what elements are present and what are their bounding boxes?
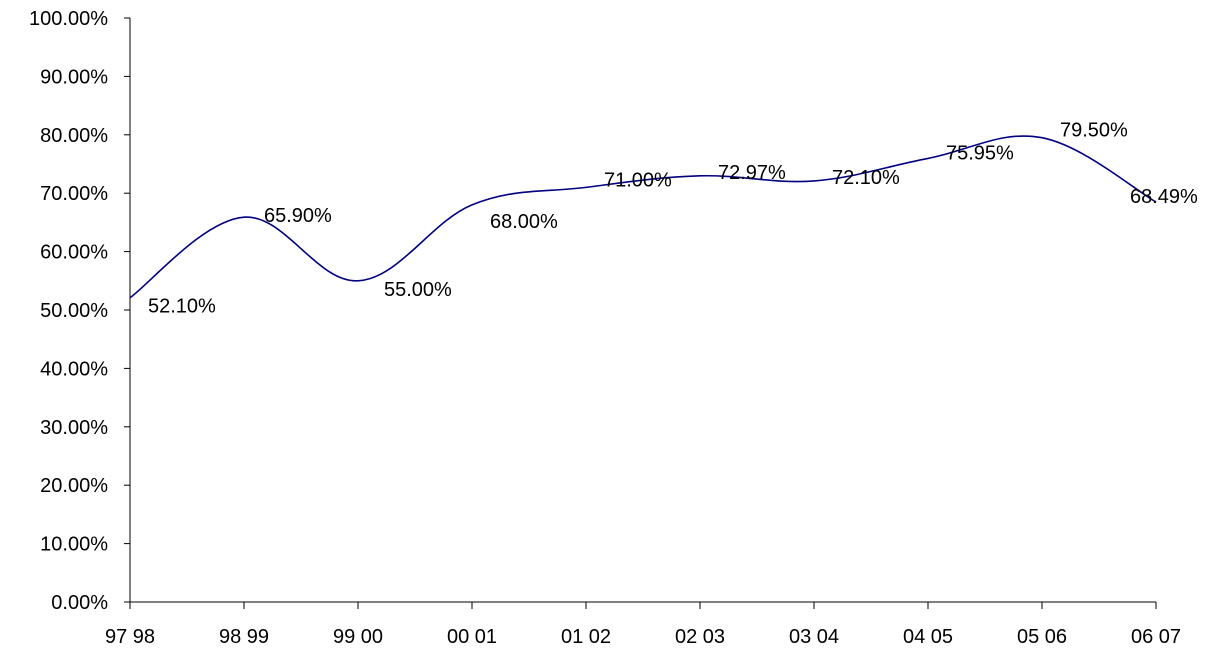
y-tick-label: 100.00%	[29, 8, 108, 30]
y-tick-label: 50.00%	[40, 300, 108, 322]
data-label: 72.10%	[832, 167, 900, 189]
data-label: 71.00%	[604, 169, 672, 191]
y-tick-label: 60.00%	[40, 242, 108, 264]
x-axis: 97 98 98 99 99 00 00 01 01 02 02 03 03 04 04 05…	[105, 601, 1181, 648]
data-label: 75.95%	[946, 142, 1014, 164]
y-tick-label: 0.00%	[51, 592, 108, 614]
data-label: 68.49%	[1130, 186, 1198, 208]
data-label: 68.00%	[490, 211, 558, 233]
plot-area: 52.10% 65.90% 55.00% 68.00% 71.00% 72.97% 72.1…	[129, 120, 1198, 318]
x-tick-label: 99 00	[333, 626, 383, 648]
data-label: 65.90%	[264, 205, 332, 227]
data-label: 79.50%	[1060, 120, 1128, 142]
y-tick-label: 10.00%	[40, 534, 108, 556]
y-ticks: 0.00% 10.00% 20.00% 30.00% 40.00% 50.00% 60.00…	[29, 8, 130, 614]
y-axis: 0.00% 10.00% 20.00% 30.00% 40.00% 50.00% 60.00…	[29, 8, 131, 614]
x-tick-label: 02 03	[675, 626, 725, 648]
series-line	[129, 135, 1157, 299]
data-label: 52.10%	[148, 296, 216, 318]
y-tick-label: 80.00%	[40, 125, 108, 147]
x-tick-label: 06 07	[1131, 626, 1181, 648]
x-ticks: 97 98 98 99 99 00 00 01 01 02 02 03 03 04 04 05…	[105, 602, 1181, 648]
data-label: 72.97%	[718, 162, 786, 184]
data-label: 55.00%	[384, 279, 452, 301]
x-tick-label: 97 98	[105, 626, 155, 648]
x-tick-label: 98 99	[219, 626, 269, 648]
x-tick-label: 04 05	[903, 626, 953, 648]
x-tick-label: 03 04	[789, 626, 839, 648]
y-tick-label: 90.00%	[40, 66, 108, 88]
x-tick-label: 05 06	[1017, 626, 1067, 648]
x-tick-label: 00 01	[447, 626, 497, 648]
y-tick-label: 20.00%	[40, 475, 108, 497]
x-tick-label: 01 02	[561, 626, 611, 648]
y-tick-label: 30.00%	[40, 417, 108, 439]
y-tick-label: 70.00%	[40, 183, 108, 205]
y-tick-label: 40.00%	[40, 358, 108, 380]
